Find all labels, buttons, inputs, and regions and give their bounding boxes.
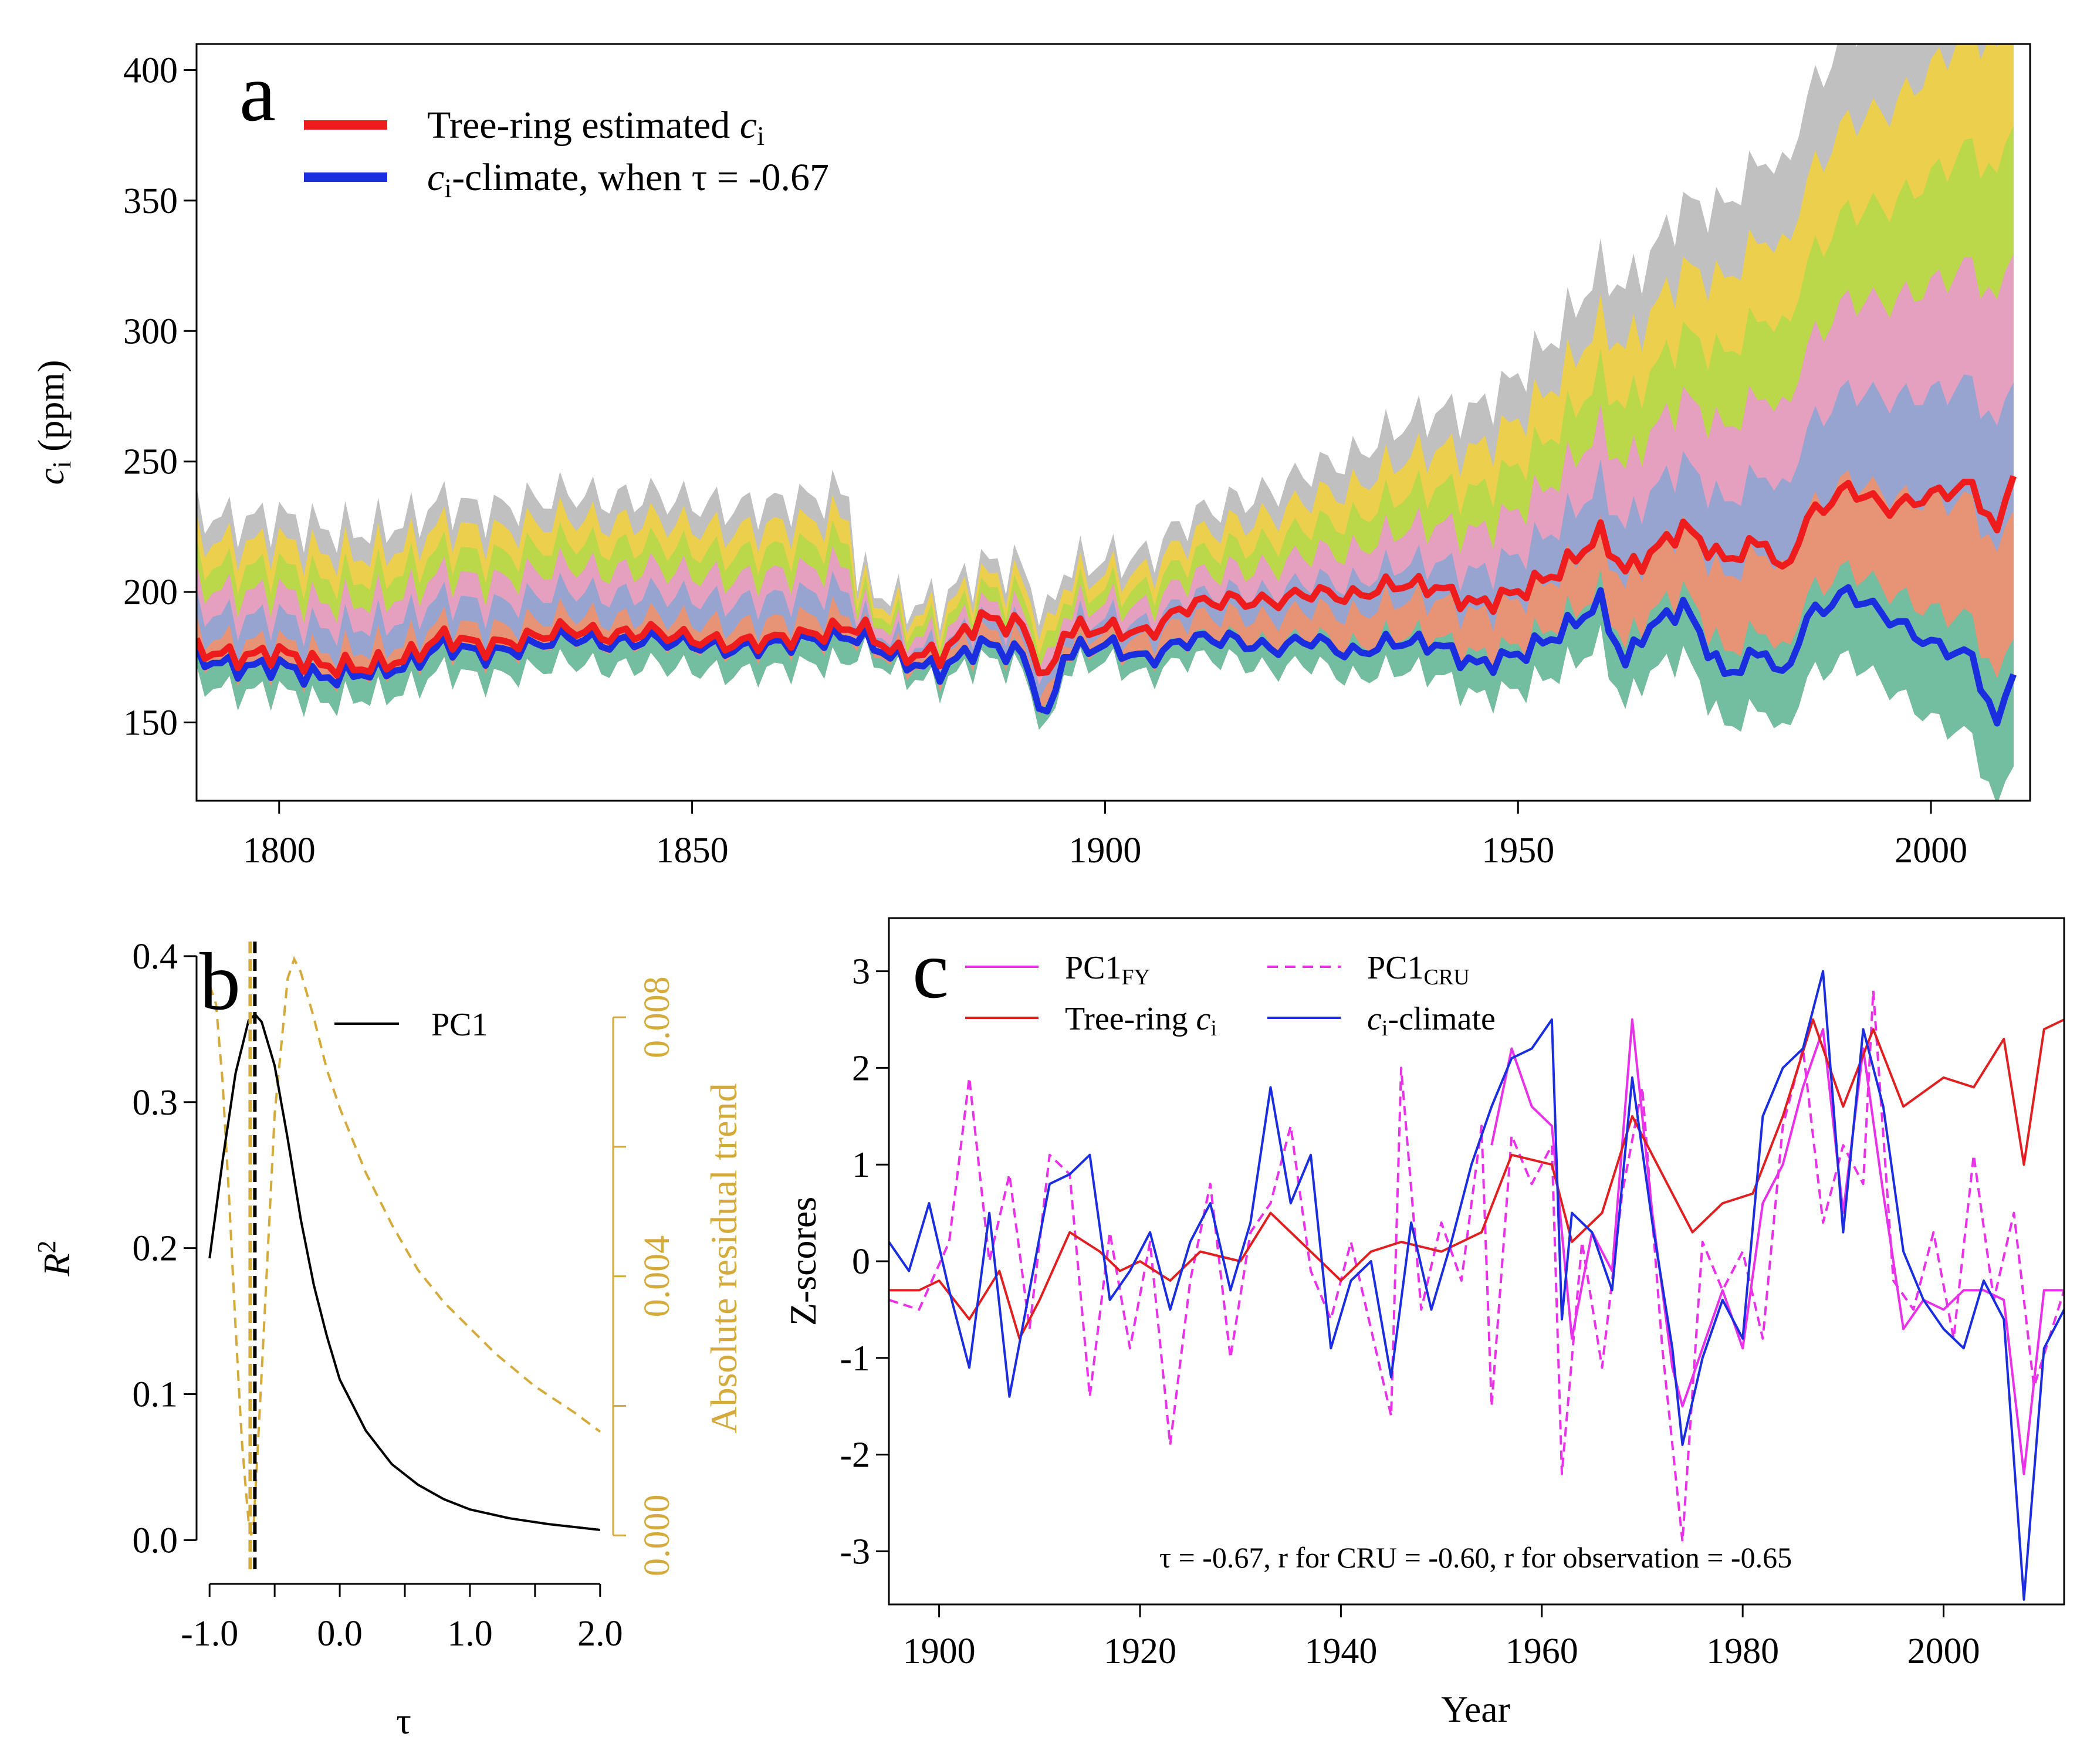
x-tick-label: 0.0: [317, 1614, 363, 1654]
panel-c-x-axis: 1900 1920 1940 1960 1980 2000: [903, 1604, 1980, 1671]
x-tick-label: 1850: [656, 831, 729, 871]
x-tick-label: 2000: [1907, 1631, 1980, 1671]
y-tick-label: -3: [840, 1532, 870, 1572]
legend-label-ci-climate-c: ci-climate: [1367, 1001, 1496, 1041]
y2-tick-label: 0.000: [637, 1494, 677, 1576]
panel-b-series: [208, 942, 601, 1572]
ci-band-1: [197, 470, 2014, 801]
series-tree-ring-ci: [889, 1018, 2064, 1340]
y-tick-label: 0.3: [133, 1083, 178, 1123]
y-tick-label: 350: [123, 181, 178, 221]
x-tick-label: 2000: [1895, 831, 1967, 871]
legend-label-pc1: PC1: [431, 1007, 488, 1043]
panel-a-y-axis: 150 200 250 300 350 400: [123, 50, 197, 743]
panel-c-xlabel: Year: [1441, 1688, 1510, 1730]
series-pc1-r2: [208, 1013, 600, 1531]
x-tick-label: 1980: [1706, 1631, 1779, 1671]
legend-label-pc1-cru: PC1CRU: [1367, 950, 1470, 990]
x-tick-label: 1900: [1068, 831, 1141, 871]
x-tick-label: 1950: [1481, 831, 1554, 871]
y-tick-label: 150: [123, 703, 178, 743]
panel-a-letter: a: [239, 48, 276, 138]
panel-a-legend: Tree-ring estimated ci ci-climate, when …: [304, 104, 829, 203]
y-tick-label: 0.4: [133, 937, 178, 977]
series-pc1-cru: [889, 989, 2064, 1543]
y-tick-label: 0.2: [133, 1229, 178, 1269]
panel-c-series: [889, 970, 2064, 1601]
panel-b-ylabel: R2: [32, 1240, 77, 1277]
y-tick-label: -1: [840, 1339, 870, 1379]
panel-b-y-axis: 0.0 0.1 0.2 0.3 0.4: [133, 937, 198, 1560]
panel-a-ylabel: ci (ppm): [30, 360, 76, 485]
panel-c-legend: PC1FY PC1CRU Tree-ring ci ci-climate: [965, 950, 1496, 1041]
panel-c-y-axis: -3 -2 -1 0 1 2 3: [840, 952, 889, 1572]
panel-b: -1.0 0.0 1.0 2.0 0.0 0.1 0.2 0.3 0.4 0.000 0.004…: [32, 936, 745, 1742]
legend-label-tree-ring: Tree-ring estimated ci: [427, 104, 765, 151]
legend-label-pc1-fy: PC1FY: [1065, 950, 1150, 990]
panel-a-series: [197, 475, 2017, 727]
legend-label-ci-climate: ci-climate, when τ = -0.67: [427, 156, 829, 203]
x-tick-label: 1800: [243, 831, 316, 871]
x-tick-label: 1.0: [447, 1614, 493, 1654]
series-ci-climate: [889, 970, 2064, 1601]
series-tree-ring-ci: [197, 475, 2017, 679]
series-pc1-fy: [1490, 1018, 2064, 1475]
series-residual-trend: [208, 956, 601, 1536]
y-tick-label: 2: [852, 1048, 870, 1088]
panel-a-frame: [195, 43, 2031, 802]
panel-a: 1800 1850 1900 1950 2000 150200250300350400 …: [30, 43, 2031, 871]
panel-b-xlabel: τ: [396, 1700, 411, 1742]
x-tick-label: -1.0: [181, 1614, 238, 1654]
y2-tick-label: 0.008: [637, 976, 677, 1058]
legend-label-tree-ring-ci: Tree-ring ci: [1065, 1001, 1217, 1041]
panel-c-annotation: τ = -0.67, r for CRU = -0.60, r for obse…: [1159, 1541, 1792, 1574]
panel-b-letter: b: [199, 936, 241, 1027]
y-tick-label: 300: [123, 312, 178, 351]
y-tick-label: 400: [123, 50, 178, 90]
series-ci-climate: [197, 584, 2017, 727]
panel-b-x-axis: -1.0 0.0 1.0 2.0: [181, 1583, 623, 1654]
x-tick-label: 1920: [1104, 1631, 1176, 1671]
x-tick-label: 1940: [1304, 1631, 1377, 1671]
y2-tick-label: 0.004: [637, 1235, 677, 1318]
y-tick-label: 0.1: [133, 1374, 178, 1414]
y-tick-label: 250: [123, 442, 178, 482]
panel-b-y2label: Absolute residual trend: [703, 1083, 745, 1433]
y-tick-label: -2: [840, 1435, 870, 1475]
panel-c-letter: c: [912, 925, 949, 1015]
panel-c: 1900 1920 1940 1960 1980 2000 -3 -2 -1 0 1 2 3 c Z-…: [782, 917, 2065, 1730]
y-tick-label: 1: [852, 1145, 870, 1185]
panel-b-y2-axis: 0.000 0.004 0.008: [612, 976, 677, 1576]
y-tick-label: 0: [852, 1242, 870, 1282]
x-tick-label: 1900: [903, 1631, 976, 1671]
panel-b-legend: PC1: [334, 1007, 488, 1043]
y-tick-label: 3: [852, 952, 870, 992]
panel-c-ylabel: Z-scores: [782, 1197, 824, 1326]
x-tick-label: 2.0: [577, 1614, 623, 1654]
y-tick-label: 0.0: [133, 1521, 178, 1560]
x-tick-label: 1960: [1506, 1631, 1578, 1671]
y-tick-label: 200: [123, 573, 178, 612]
panel-a-x-axis: 1800 1850 1900 1950 2000: [243, 801, 1967, 871]
